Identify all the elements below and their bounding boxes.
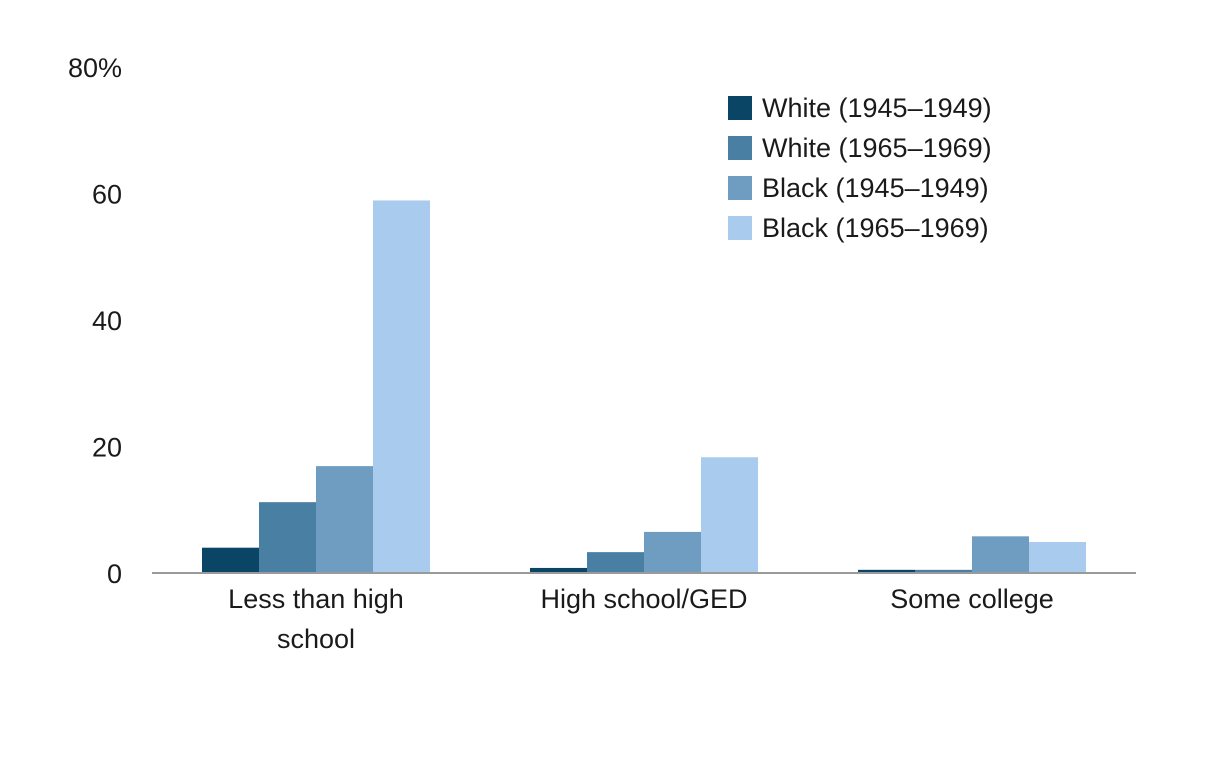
x-category-label: school <box>277 624 355 654</box>
bar <box>701 457 758 573</box>
x-category-label: High school/GED <box>540 584 747 614</box>
bar <box>972 536 1029 573</box>
legend-label: White (1945–1949) <box>762 93 992 123</box>
bar <box>644 531 701 573</box>
bar <box>202 547 259 573</box>
y-tick-label: 40 <box>92 306 122 336</box>
y-tick-label: 60 <box>92 180 122 210</box>
x-axis-category-labels: Less than high school High school/GED Some … <box>228 584 1054 654</box>
bars <box>202 200 1086 573</box>
legend-swatch <box>728 96 752 120</box>
legend-swatch <box>728 136 752 160</box>
y-tick-label: 0 <box>107 559 122 589</box>
x-category-label: Less than high <box>228 584 404 614</box>
bar <box>373 200 430 573</box>
bar <box>1029 542 1086 573</box>
y-axis-ticks: 0 20 40 60 80% <box>68 53 122 589</box>
y-tick-label: 20 <box>92 433 122 463</box>
legend-swatch <box>728 176 752 200</box>
x-category-label: Some college <box>890 584 1054 614</box>
legend-swatch <box>728 216 752 240</box>
legend-label: White (1965–1969) <box>762 133 992 163</box>
bar <box>316 466 373 573</box>
legend-label: Black (1965–1969) <box>762 213 989 243</box>
bar <box>530 567 587 573</box>
bar <box>858 569 915 573</box>
legend: White (1945–1949) White (1965–1969) Black … <box>728 93 992 243</box>
bar <box>259 502 316 573</box>
bar <box>587 552 644 573</box>
bar <box>915 569 972 573</box>
y-tick-label: 80% <box>68 53 122 83</box>
legend-label: Black (1945–1949) <box>762 173 989 203</box>
